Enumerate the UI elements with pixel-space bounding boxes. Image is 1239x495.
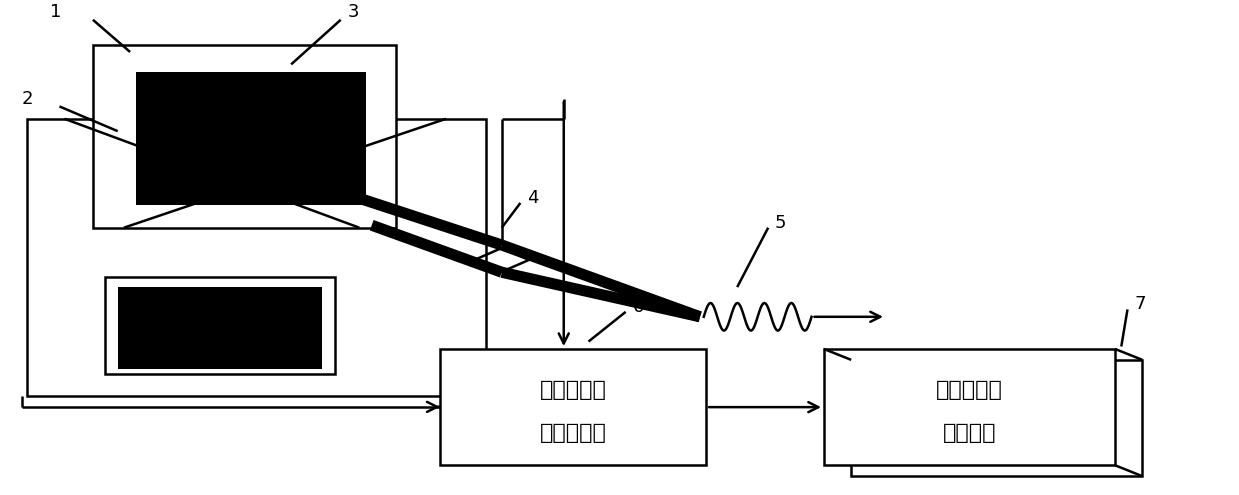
- Text: 数据采集仪: 数据采集仪: [540, 423, 606, 443]
- Text: 共激励多源: 共激励多源: [540, 380, 606, 399]
- Text: 5: 5: [774, 214, 787, 232]
- Bar: [851, 360, 1142, 476]
- Text: 2: 2: [21, 90, 33, 108]
- Bar: [440, 349, 706, 465]
- Bar: [136, 72, 366, 205]
- Text: 3: 3: [347, 3, 359, 21]
- Text: 1: 1: [50, 3, 62, 21]
- Text: 4: 4: [527, 189, 539, 207]
- Bar: [824, 349, 1115, 465]
- Bar: [105, 277, 335, 374]
- Text: 7: 7: [1134, 296, 1146, 313]
- Bar: [118, 287, 322, 369]
- Bar: [27, 119, 486, 396]
- Text: 横向摩擦力: 横向摩擦力: [937, 380, 1002, 399]
- Text: 6: 6: [632, 298, 644, 316]
- Text: 校准软件: 校准软件: [943, 423, 996, 443]
- Bar: [93, 45, 396, 228]
